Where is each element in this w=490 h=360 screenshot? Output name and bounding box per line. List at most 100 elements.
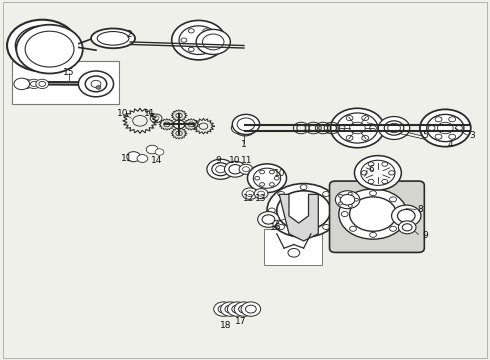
Circle shape: [150, 114, 162, 123]
Circle shape: [220, 302, 240, 316]
Circle shape: [300, 231, 307, 236]
Text: 5: 5: [422, 131, 428, 140]
Text: 1: 1: [241, 140, 246, 149]
Circle shape: [368, 162, 374, 166]
Text: 15: 15: [63, 68, 75, 77]
FancyBboxPatch shape: [12, 61, 119, 104]
Circle shape: [270, 170, 274, 174]
Circle shape: [278, 192, 285, 197]
Text: 2: 2: [127, 30, 132, 39]
Circle shape: [103, 75, 108, 78]
Circle shape: [27, 79, 40, 89]
Circle shape: [390, 226, 396, 231]
Circle shape: [389, 171, 394, 175]
Circle shape: [242, 188, 258, 199]
Circle shape: [254, 189, 268, 199]
Circle shape: [210, 38, 216, 42]
Circle shape: [214, 302, 233, 316]
Circle shape: [341, 212, 348, 217]
Circle shape: [59, 42, 67, 48]
Text: 3: 3: [469, 131, 474, 140]
Circle shape: [378, 117, 410, 139]
Circle shape: [335, 191, 360, 209]
Text: 4: 4: [448, 140, 453, 149]
Circle shape: [362, 135, 368, 140]
Text: 11: 11: [241, 156, 252, 165]
Circle shape: [449, 134, 456, 139]
Circle shape: [188, 29, 194, 33]
Circle shape: [84, 75, 89, 78]
Circle shape: [80, 82, 85, 86]
Circle shape: [269, 208, 275, 213]
Circle shape: [258, 212, 279, 227]
Circle shape: [232, 114, 260, 134]
Circle shape: [361, 171, 367, 175]
Circle shape: [278, 224, 285, 229]
Circle shape: [36, 79, 49, 89]
Circle shape: [94, 92, 98, 96]
Circle shape: [227, 302, 247, 316]
Circle shape: [369, 126, 376, 131]
Circle shape: [103, 89, 108, 93]
Circle shape: [94, 72, 98, 76]
Circle shape: [203, 29, 209, 33]
Circle shape: [346, 116, 353, 121]
Circle shape: [203, 47, 209, 51]
Text: 10: 10: [274, 170, 286, 179]
Circle shape: [241, 302, 261, 316]
Circle shape: [18, 42, 25, 48]
Circle shape: [14, 78, 29, 90]
Circle shape: [348, 204, 352, 207]
Circle shape: [390, 197, 396, 202]
Circle shape: [239, 164, 253, 174]
Text: 10: 10: [229, 156, 241, 165]
Circle shape: [16, 25, 83, 73]
Circle shape: [49, 30, 56, 35]
Circle shape: [270, 183, 274, 186]
Circle shape: [49, 56, 56, 62]
Circle shape: [255, 176, 260, 180]
Circle shape: [382, 162, 388, 166]
Text: 9: 9: [216, 156, 221, 165]
Circle shape: [398, 212, 405, 217]
Circle shape: [274, 176, 279, 180]
Circle shape: [260, 183, 265, 186]
FancyBboxPatch shape: [264, 229, 322, 265]
Circle shape: [107, 82, 112, 86]
Circle shape: [20, 79, 32, 89]
Circle shape: [420, 109, 471, 147]
Circle shape: [435, 134, 442, 139]
Circle shape: [267, 184, 340, 237]
Circle shape: [331, 108, 384, 148]
Text: 12: 12: [243, 194, 254, 203]
Circle shape: [398, 221, 416, 234]
Circle shape: [188, 47, 194, 51]
Circle shape: [339, 194, 343, 197]
Text: 11: 11: [121, 154, 132, 163]
Circle shape: [368, 179, 374, 184]
Circle shape: [7, 20, 77, 71]
Circle shape: [339, 202, 343, 205]
Circle shape: [247, 164, 287, 193]
Text: 11: 11: [144, 109, 155, 118]
Circle shape: [231, 122, 247, 134]
Circle shape: [354, 156, 401, 190]
Circle shape: [173, 120, 185, 129]
Circle shape: [96, 86, 101, 89]
Circle shape: [382, 179, 388, 184]
Ellipse shape: [91, 28, 135, 48]
Circle shape: [323, 224, 329, 229]
Circle shape: [369, 232, 376, 237]
Circle shape: [147, 145, 158, 154]
Circle shape: [323, 192, 329, 197]
Text: 7: 7: [272, 220, 278, 229]
Circle shape: [339, 189, 407, 239]
Circle shape: [346, 135, 353, 140]
Text: 10: 10: [117, 109, 128, 118]
Circle shape: [127, 152, 141, 162]
Circle shape: [348, 192, 352, 195]
Circle shape: [435, 117, 442, 122]
Circle shape: [28, 56, 36, 62]
Circle shape: [362, 116, 368, 121]
Circle shape: [392, 205, 421, 226]
